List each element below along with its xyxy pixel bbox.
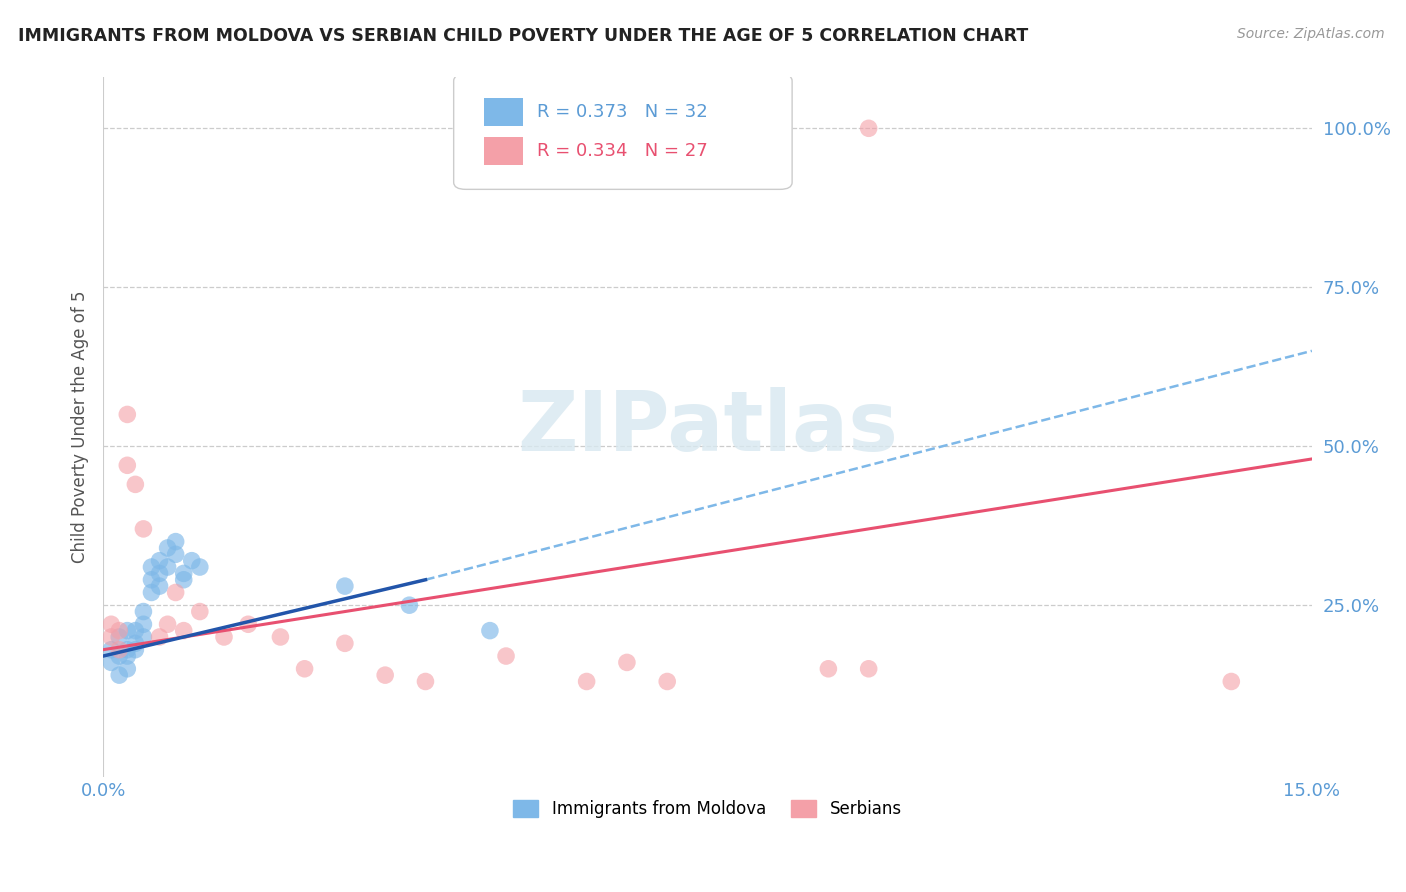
- Point: [415, 674, 437, 689]
- Point: [156, 617, 179, 632]
- Point: [165, 534, 187, 549]
- Text: IMMIGRANTS FROM MOLDOVA VS SERBIAN CHILD POVERTY UNDER THE AGE OF 5 CORRELATION : IMMIGRANTS FROM MOLDOVA VS SERBIAN CHILD…: [18, 27, 1029, 45]
- Point: [165, 585, 187, 599]
- Point: [117, 662, 139, 676]
- Point: [294, 662, 316, 676]
- Point: [148, 579, 170, 593]
- Point: [148, 630, 170, 644]
- Y-axis label: Child Poverty Under the Age of 5: Child Poverty Under the Age of 5: [72, 291, 89, 564]
- Point: [117, 624, 139, 638]
- Point: [156, 560, 179, 574]
- Point: [132, 630, 155, 644]
- Point: [374, 668, 396, 682]
- Point: [132, 522, 155, 536]
- Point: [117, 458, 139, 473]
- Point: [141, 573, 163, 587]
- Point: [333, 579, 356, 593]
- Point: [124, 624, 146, 638]
- Point: [117, 408, 139, 422]
- Point: [108, 668, 131, 682]
- Point: [141, 585, 163, 599]
- Point: [333, 636, 356, 650]
- Point: [124, 636, 146, 650]
- Point: [124, 642, 146, 657]
- Point: [495, 648, 517, 663]
- Point: [108, 630, 131, 644]
- Point: [108, 642, 131, 657]
- Point: [156, 541, 179, 555]
- Point: [108, 624, 131, 638]
- FancyBboxPatch shape: [484, 98, 523, 127]
- Point: [173, 573, 195, 587]
- Text: R = 0.373   N = 32: R = 0.373 N = 32: [537, 103, 707, 121]
- Point: [398, 598, 420, 612]
- Point: [148, 554, 170, 568]
- Point: [124, 477, 146, 491]
- Legend: Immigrants from Moldova, Serbians: Immigrants from Moldova, Serbians: [506, 793, 908, 824]
- FancyBboxPatch shape: [454, 74, 792, 189]
- Point: [117, 642, 139, 657]
- Point: [100, 642, 122, 657]
- Point: [616, 656, 638, 670]
- Point: [132, 605, 155, 619]
- FancyBboxPatch shape: [484, 136, 523, 165]
- Point: [575, 674, 598, 689]
- Point: [165, 547, 187, 561]
- Point: [238, 617, 260, 632]
- Text: Source: ZipAtlas.com: Source: ZipAtlas.com: [1237, 27, 1385, 41]
- Point: [858, 121, 880, 136]
- Point: [132, 617, 155, 632]
- Point: [212, 630, 235, 644]
- Point: [858, 662, 880, 676]
- Point: [188, 560, 211, 574]
- Point: [1220, 674, 1243, 689]
- Point: [117, 648, 139, 663]
- Point: [100, 630, 122, 644]
- Point: [478, 624, 501, 638]
- Point: [100, 656, 122, 670]
- Point: [173, 566, 195, 581]
- Point: [141, 560, 163, 574]
- Point: [657, 674, 679, 689]
- Point: [173, 624, 195, 638]
- Point: [148, 566, 170, 581]
- Point: [188, 605, 211, 619]
- Point: [100, 617, 122, 632]
- Text: R = 0.334   N = 27: R = 0.334 N = 27: [537, 142, 707, 160]
- Point: [108, 648, 131, 663]
- Point: [817, 662, 839, 676]
- Point: [269, 630, 291, 644]
- Text: ZIPatlas: ZIPatlas: [517, 386, 898, 467]
- Point: [180, 554, 202, 568]
